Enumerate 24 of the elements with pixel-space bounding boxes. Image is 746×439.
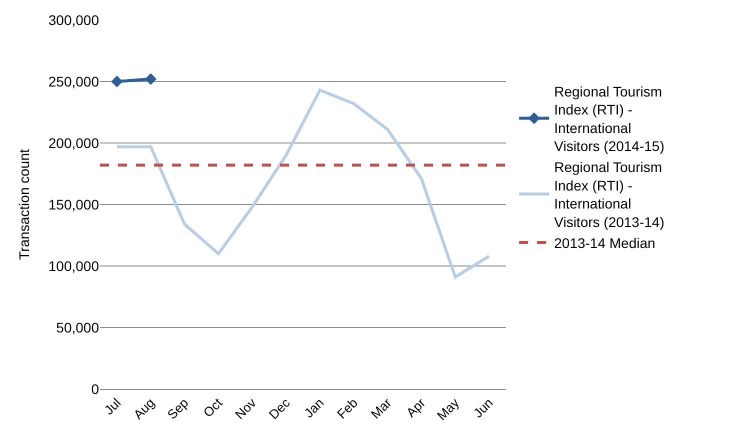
- x-tick-label: Aug: [130, 395, 158, 422]
- x-tick-label: Sep: [164, 395, 192, 422]
- legend-label: Regional Tourism Index (RTI) - International Visitors (2013-14): [554, 159, 664, 230]
- y-tick-label: 250,000: [48, 73, 100, 90]
- x-tick-label: May: [434, 394, 462, 424]
- y-axis-title: Transaction count: [16, 149, 32, 260]
- x-tick-label: Oct: [200, 394, 226, 420]
- y-tick-label: 200,000: [48, 134, 100, 151]
- x-tick-label: Nov: [232, 394, 260, 422]
- x-tick-label: Apr: [403, 394, 429, 420]
- x-tick-label: Jan: [301, 395, 327, 421]
- x-tick-label: Mar: [368, 394, 395, 422]
- y-tick-label: 300,000: [48, 12, 100, 28]
- line-series: [115, 88, 491, 279]
- y-tick-label: 100,000: [48, 258, 100, 274]
- legend-label: Regional Tourism Index (RTI) - International Visitors (2014-15): [554, 83, 664, 154]
- x-tick-label: Feb: [334, 395, 360, 422]
- x-tick-label: Dec: [266, 394, 294, 422]
- y-tick-label: 0: [91, 380, 100, 397]
- legend-label: 2013-14 Median: [554, 235, 656, 252]
- x-tick-label: Jul: [101, 395, 124, 418]
- y-tick-label: 150,000: [48, 196, 100, 212]
- x-tick-label: Jun: [470, 395, 496, 421]
- y-tick-label: 50,000: [56, 319, 100, 336]
